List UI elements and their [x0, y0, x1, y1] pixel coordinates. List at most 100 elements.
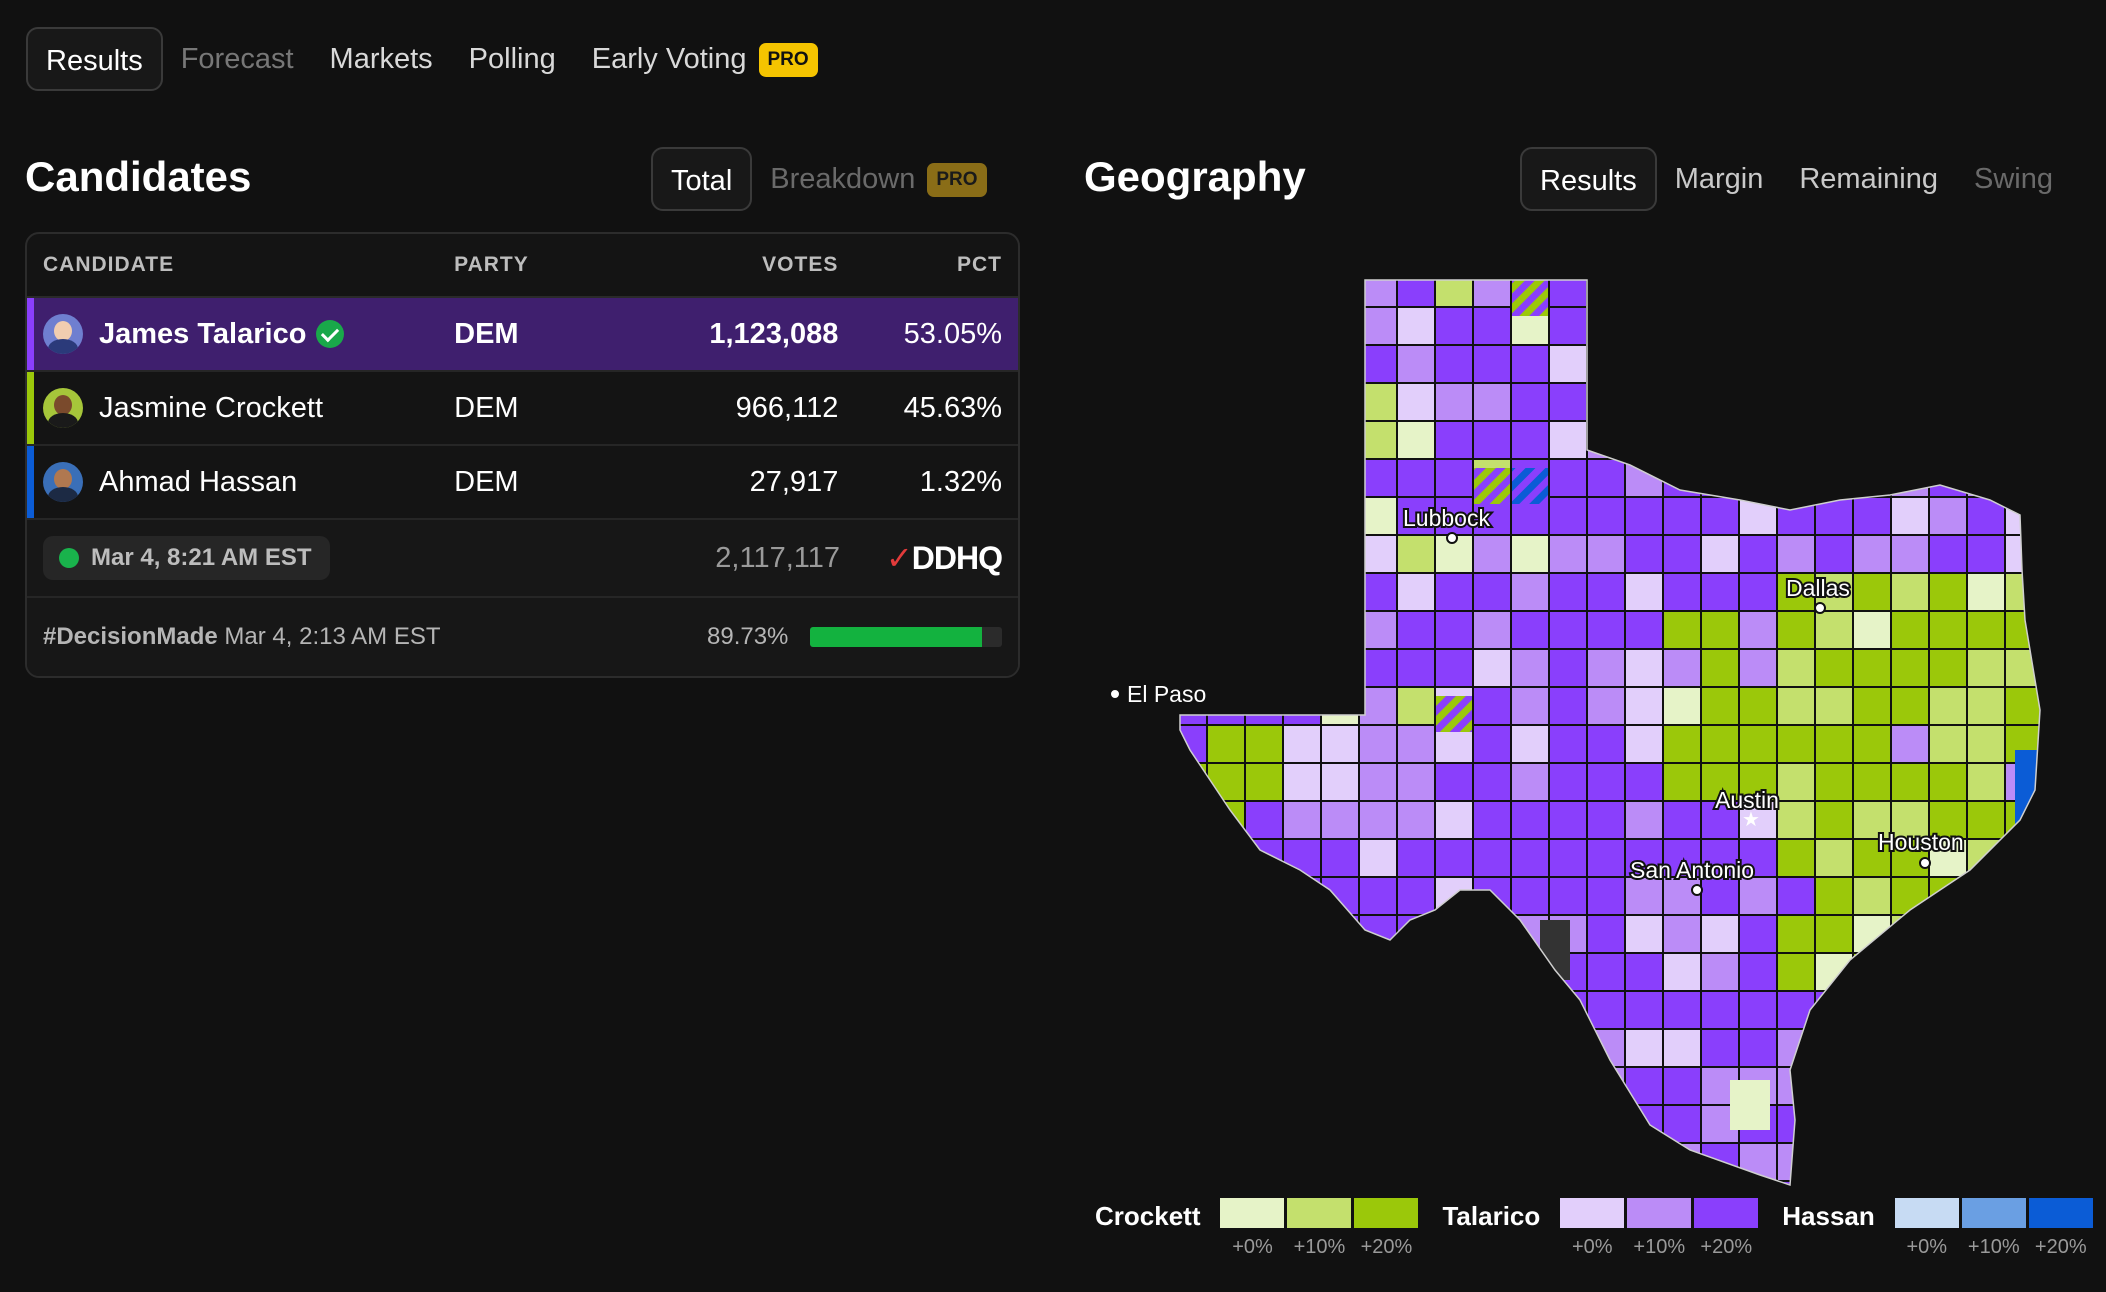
county-cell[interactable] — [1322, 726, 1358, 762]
county-cell[interactable] — [1170, 422, 1206, 458]
county-cell[interactable] — [1854, 308, 1890, 344]
county-cell[interactable] — [2044, 1030, 2080, 1066]
county-cell[interactable] — [1246, 384, 1282, 420]
county-cell[interactable] — [1778, 346, 1814, 382]
county-cell[interactable] — [1246, 498, 1282, 534]
county-cell[interactable] — [2044, 802, 2080, 838]
county-cell[interactable] — [1284, 764, 1320, 800]
county-cell[interactable] — [1778, 1030, 1814, 1066]
county-cell[interactable] — [1246, 802, 1282, 838]
county-cell[interactable] — [1322, 270, 1358, 306]
county-cell[interactable] — [1208, 270, 1244, 306]
county-cell[interactable] — [1730, 1080, 1770, 1130]
county-cell[interactable] — [1284, 1030, 1320, 1066]
county-cell[interactable] — [1892, 688, 1928, 724]
county-cell[interactable] — [1284, 688, 1320, 724]
county-cell[interactable] — [1740, 802, 1776, 838]
county-cell[interactable] — [1360, 1144, 1396, 1180]
county-cell[interactable] — [1816, 422, 1852, 458]
county-cell[interactable] — [1398, 840, 1434, 876]
county-cell[interactable] — [1702, 346, 1738, 382]
county-cell[interactable] — [1664, 308, 1700, 344]
county-cell[interactable] — [1322, 954, 1358, 990]
county-cell[interactable] — [1170, 536, 1206, 572]
tab-forecast[interactable]: Forecast — [180, 43, 294, 75]
county-cell[interactable] — [1740, 650, 1776, 686]
county-cell[interactable] — [1854, 498, 1890, 534]
county-cell[interactable] — [1892, 1144, 1928, 1180]
county-cell[interactable] — [2044, 346, 2080, 382]
county-cell[interactable] — [1360, 916, 1396, 952]
county-cell[interactable] — [1322, 422, 1358, 458]
county-cell[interactable] — [1322, 650, 1358, 686]
county-cell[interactable] — [1626, 726, 1662, 762]
county-cell[interactable] — [1398, 726, 1434, 762]
county-cell[interactable] — [1474, 802, 1510, 838]
county-cell[interactable] — [1588, 460, 1624, 496]
county-cell[interactable] — [1436, 308, 1472, 344]
county-cell[interactable] — [1740, 916, 1776, 952]
county-cell[interactable] — [1246, 536, 1282, 572]
county-cell[interactable] — [1512, 384, 1548, 420]
county-cell[interactable] — [1474, 954, 1510, 990]
county-cell[interactable] — [2044, 954, 2080, 990]
county-cell[interactable] — [1398, 1144, 1434, 1180]
county-cell[interactable] — [1664, 612, 1700, 648]
county-cell[interactable] — [1322, 498, 1358, 534]
county-cell[interactable] — [1512, 1106, 1548, 1142]
county-cell[interactable] — [1816, 688, 1852, 724]
county-cell[interactable] — [1740, 346, 1776, 382]
county-cell[interactable] — [1512, 346, 1548, 382]
county-cell[interactable] — [1360, 460, 1396, 496]
county-cell[interactable] — [1626, 992, 1662, 1028]
toggle-total[interactable]: Total — [651, 147, 753, 211]
county-cell[interactable] — [1626, 802, 1662, 838]
county-cell[interactable] — [1170, 802, 1206, 838]
county-cell[interactable] — [1170, 992, 1206, 1028]
county-cell[interactable] — [2044, 688, 2080, 724]
county-cell[interactable] — [1322, 802, 1358, 838]
county-cell[interactable] — [1208, 992, 1244, 1028]
county-cell[interactable] — [1626, 1068, 1662, 1104]
county-cell[interactable] — [1360, 802, 1396, 838]
county-cell[interactable] — [1360, 992, 1396, 1028]
county-cell[interactable] — [1626, 308, 1662, 344]
county-cell[interactable] — [1968, 764, 2004, 800]
county-cell[interactable] — [1778, 612, 1814, 648]
county-cell[interactable] — [1170, 574, 1206, 610]
county-cell[interactable] — [1892, 802, 1928, 838]
city-dallas[interactable]: Dallas — [1784, 573, 1852, 614]
county-cell[interactable] — [1208, 1030, 1244, 1066]
county-cell[interactable] — [1246, 764, 1282, 800]
county-cell[interactable] — [1208, 574, 1244, 610]
county-cell[interactable] — [1778, 536, 1814, 572]
county-cell[interactable] — [1626, 688, 1662, 724]
county-cell[interactable] — [1284, 650, 1320, 686]
county-cell[interactable] — [1436, 460, 1472, 496]
county-cell[interactable] — [1170, 1106, 1206, 1142]
county-cell[interactable] — [1322, 346, 1358, 382]
county-cell[interactable] — [1778, 270, 1814, 306]
county-cell[interactable] — [1398, 992, 1434, 1028]
county-cell[interactable] — [1550, 498, 1586, 534]
county-cell[interactable] — [1740, 574, 1776, 610]
county-cell[interactable] — [1740, 878, 1776, 914]
county-cell[interactable] — [1474, 612, 1510, 648]
county-cell[interactable] — [1588, 536, 1624, 572]
county-cell[interactable] — [1854, 536, 1890, 572]
county-cell[interactable] — [1360, 574, 1396, 610]
county-cell[interactable] — [1626, 346, 1662, 382]
county-cell[interactable] — [1892, 498, 1928, 534]
county-cell[interactable] — [1778, 992, 1814, 1028]
county-cell[interactable] — [1854, 612, 1890, 648]
county-cell[interactable] — [1322, 840, 1358, 876]
county-cell[interactable] — [2006, 1106, 2042, 1142]
county-cell[interactable] — [1550, 688, 1586, 724]
county-cell[interactable] — [1930, 1030, 1966, 1066]
county-cell[interactable] — [1398, 384, 1434, 420]
county-cell[interactable] — [1246, 346, 1282, 382]
county-cell[interactable] — [1474, 878, 1510, 914]
county-cell[interactable] — [1854, 764, 1890, 800]
county-cell[interactable] — [1512, 468, 1548, 504]
county-cell[interactable] — [1968, 498, 2004, 534]
